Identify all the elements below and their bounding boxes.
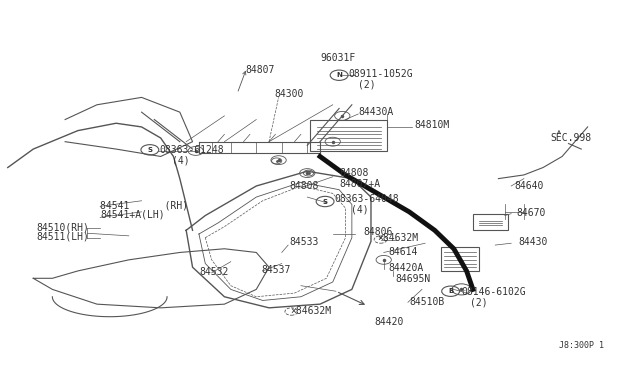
Text: 08146-6102G: 08146-6102G: [461, 287, 526, 297]
Bar: [441, 247, 479, 271]
Text: 84533: 84533: [289, 237, 319, 247]
Text: 84430: 84430: [519, 237, 548, 247]
Text: 84670: 84670: [516, 208, 546, 218]
Text: 84640: 84640: [515, 181, 544, 191]
Text: 84532: 84532: [199, 267, 228, 277]
Text: 84537: 84537: [261, 265, 291, 275]
Text: 84541      (RH): 84541 (RH): [100, 200, 188, 210]
Text: 84510(RH): 84510(RH): [36, 222, 90, 232]
Text: (2): (2): [470, 297, 488, 307]
Text: B: B: [448, 288, 453, 294]
Text: 84808: 84808: [339, 168, 369, 178]
Text: 96031F: 96031F: [320, 53, 355, 63]
Text: 84810M: 84810M: [414, 120, 449, 130]
Text: 84300: 84300: [274, 89, 303, 99]
Text: 84511(LH): 84511(LH): [36, 232, 90, 242]
Text: 84541+A(LH): 84541+A(LH): [100, 210, 164, 220]
Text: 84808: 84808: [289, 181, 319, 191]
Text: 84510B: 84510B: [409, 297, 444, 307]
Text: 84807+A: 84807+A: [339, 179, 380, 189]
Text: J8:300P 1: J8:300P 1: [559, 341, 604, 350]
Text: (2): (2): [358, 80, 376, 89]
Text: ×84632M: ×84632M: [290, 306, 331, 316]
Text: 84806: 84806: [364, 227, 393, 237]
Text: (4): (4): [172, 155, 190, 165]
Text: 84807: 84807: [246, 65, 275, 75]
Text: 84420A: 84420A: [389, 263, 424, 273]
Text: 84614: 84614: [389, 247, 418, 257]
Text: N: N: [336, 72, 342, 78]
Text: 08363-64048: 08363-64048: [335, 194, 399, 204]
Text: 84430A: 84430A: [358, 107, 394, 117]
Text: 08911-1052G: 08911-1052G: [349, 70, 413, 80]
Text: 08363-61248: 08363-61248: [159, 145, 224, 155]
Text: (4): (4): [351, 205, 368, 215]
Text: S: S: [323, 199, 328, 205]
Text: S: S: [147, 147, 152, 153]
Bar: [473, 214, 508, 230]
Text: SEC.998: SEC.998: [550, 133, 592, 143]
Bar: [310, 119, 387, 151]
Text: 84695N: 84695N: [395, 274, 431, 284]
Text: 84420: 84420: [374, 317, 404, 327]
Text: ×84632M: ×84632M: [378, 233, 419, 243]
